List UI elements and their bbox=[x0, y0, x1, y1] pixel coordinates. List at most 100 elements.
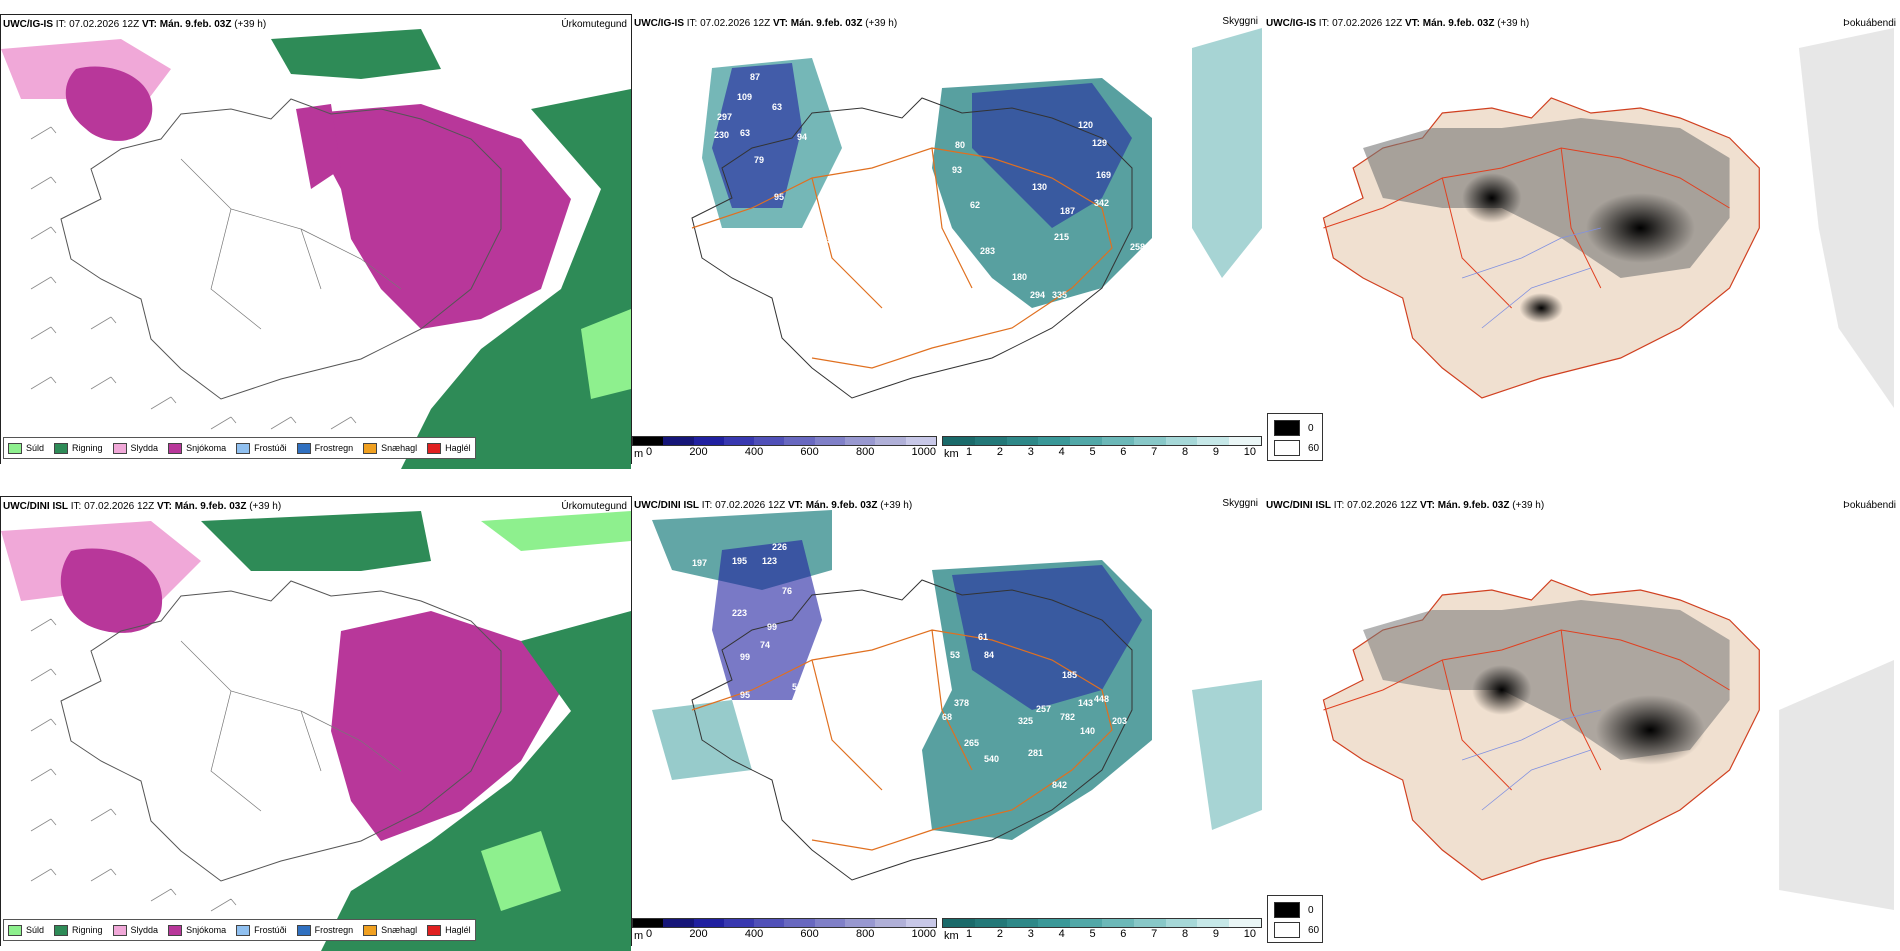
ceiling-label: 53 bbox=[950, 650, 960, 660]
offshore-haze bbox=[1798, 28, 1894, 408]
ceiling-label: 62 bbox=[970, 200, 980, 210]
fog-legend-row: 0 bbox=[1274, 902, 1314, 918]
ceiling-label: 294 bbox=[1030, 290, 1045, 300]
vt-label: VT: bbox=[141, 19, 157, 30]
legend-swatch bbox=[427, 442, 442, 454]
dark-fog-area-south bbox=[1519, 293, 1564, 323]
tick-label: 9 bbox=[1212, 446, 1219, 458]
vt-value: Mán. 9.feb. 03Z bbox=[805, 500, 878, 511]
model-label: UWC/DINI ISL bbox=[3, 501, 68, 512]
ceiling-label: 197 bbox=[692, 558, 707, 568]
ceiling-label: 283 bbox=[980, 246, 995, 256]
visibility-area-east-offshore bbox=[1192, 680, 1262, 830]
ceiling-label: 68 bbox=[942, 712, 952, 722]
fog-swatch-high bbox=[1274, 922, 1300, 938]
low-ceiling-area-northwest bbox=[712, 63, 802, 208]
vt-label: VT: bbox=[787, 500, 803, 511]
snow-area-northwest bbox=[60, 548, 163, 633]
precip-type-map bbox=[1, 29, 631, 469]
panel-title: Skyggni bbox=[1222, 16, 1258, 27]
ceiling-label: 203 bbox=[1112, 716, 1127, 726]
legend-label: Slydda bbox=[130, 443, 159, 453]
fog-index-panel-top: UWC/IG-IS IT: 07.02.2026 12Z VT: Mán. 9.… bbox=[1264, 14, 1900, 464]
ceiling-label: 68 bbox=[862, 702, 872, 712]
tick-label: 1000 bbox=[911, 446, 936, 458]
ceiling-scale: m 0 200 400 600 800 1000 bbox=[632, 916, 937, 946]
tick-label: 3 bbox=[1027, 446, 1034, 458]
ceiling-ticks: 0 200 400 600 800 1000 bbox=[646, 928, 936, 940]
legend-swatch bbox=[296, 442, 311, 454]
legend-label: Frostregn bbox=[314, 443, 354, 453]
it-value: 07.02.2026 12Z bbox=[1347, 500, 1418, 511]
legend-label: Snjókoma bbox=[186, 443, 227, 453]
it-label: IT: bbox=[55, 19, 67, 30]
ceiling-label: 169 bbox=[1096, 170, 1111, 180]
ceiling-label: 842 bbox=[1052, 780, 1067, 790]
ceiling-label: 226 bbox=[772, 542, 787, 552]
precip-type-legend: Súld Rigning Slydda Snjókoma Frostúði Fr… bbox=[3, 919, 476, 941]
ceiling-label: 85 bbox=[822, 235, 832, 245]
fog-swatch-high bbox=[1274, 440, 1300, 456]
visibility-scale: km 1 2 3 4 5 6 7 8 9 10 bbox=[942, 434, 1262, 464]
legend-label: Slydda bbox=[130, 925, 159, 935]
ceiling-colorbar bbox=[632, 918, 937, 928]
ceiling-label: 58 bbox=[674, 590, 684, 600]
visibility-colorbar bbox=[942, 918, 1262, 928]
ceiling-label: 140 bbox=[1080, 726, 1095, 736]
ceiling-label: 87 bbox=[750, 72, 760, 82]
road-network bbox=[691, 147, 1113, 369]
legend-item: Snjókoma bbox=[168, 442, 227, 454]
legend-item: Slydda bbox=[112, 924, 159, 936]
coastline bbox=[60, 98, 502, 400]
ceiling-label: 418 bbox=[1044, 306, 1059, 316]
ceiling-label: 109 bbox=[737, 92, 752, 102]
ceiling-ticks: 0 200 400 600 800 1000 bbox=[646, 446, 936, 458]
ceiling-label: 95 bbox=[740, 690, 750, 700]
tick-label: 2 bbox=[996, 446, 1003, 458]
visibility-ticks: 1 2 3 4 5 6 7 8 9 10 bbox=[966, 446, 1256, 458]
ceiling-label: 93 bbox=[952, 165, 962, 175]
ceiling-label: 335 bbox=[1052, 290, 1067, 300]
road-network bbox=[1323, 147, 1730, 309]
fog-legend-row: 0 bbox=[1274, 420, 1314, 436]
lead-time: (+39 h) bbox=[1512, 500, 1545, 511]
fog-legend-high: 60 bbox=[1308, 442, 1320, 454]
ceiling-label: 61 bbox=[978, 632, 988, 642]
vt-label: VT: bbox=[772, 18, 788, 29]
panel-title: Skyggni bbox=[1222, 498, 1258, 509]
ceiling-label: 782 bbox=[1060, 712, 1075, 722]
panel-header: UWC/DINI ISL IT: 07.02.2026 12Z VT: Mán.… bbox=[3, 501, 281, 512]
model-label: UWC/IG-IS bbox=[3, 19, 53, 30]
ceiling-unit: m bbox=[634, 930, 644, 942]
ceiling-label: 94 bbox=[797, 132, 807, 142]
drizzle-area-north bbox=[481, 511, 631, 551]
snow-area-northwest bbox=[65, 66, 153, 141]
ceiling-label: 195 bbox=[732, 556, 747, 566]
dark-fog-area-west bbox=[1462, 173, 1522, 223]
legend-label: Súld bbox=[26, 925, 45, 935]
fog-legend-high: 60 bbox=[1308, 924, 1320, 936]
ceiling-label: 230 bbox=[714, 130, 729, 140]
tick-label: 8 bbox=[1182, 446, 1189, 458]
legend-item: Súld bbox=[8, 924, 45, 936]
legend-item: Frostúði bbox=[236, 442, 287, 454]
legend-label: Rigning bbox=[72, 443, 103, 453]
rain-area-north bbox=[201, 511, 431, 571]
legend-item: Snæhagl bbox=[363, 442, 418, 454]
legend-label: Súld bbox=[26, 443, 45, 453]
tick-label: 200 bbox=[689, 928, 708, 940]
it-label: IT: bbox=[1333, 500, 1345, 511]
tick-label: 1 bbox=[966, 446, 973, 458]
legend-swatch bbox=[112, 442, 127, 454]
tick-label: 6 bbox=[1120, 928, 1127, 940]
legend-item: Haglél bbox=[427, 442, 471, 454]
legend-label: Snjókoma bbox=[186, 925, 227, 935]
coastline bbox=[60, 580, 502, 882]
tick-label: 3 bbox=[1027, 928, 1034, 940]
dark-fog-area bbox=[1585, 193, 1695, 263]
ceiling-label: 448 bbox=[1094, 694, 1109, 704]
rain-area-southeast bbox=[401, 89, 631, 469]
drizzle-area-southeast bbox=[481, 831, 561, 911]
legend-label: Snæhagl bbox=[381, 925, 418, 935]
legend-label: Snæhagl bbox=[381, 443, 418, 453]
